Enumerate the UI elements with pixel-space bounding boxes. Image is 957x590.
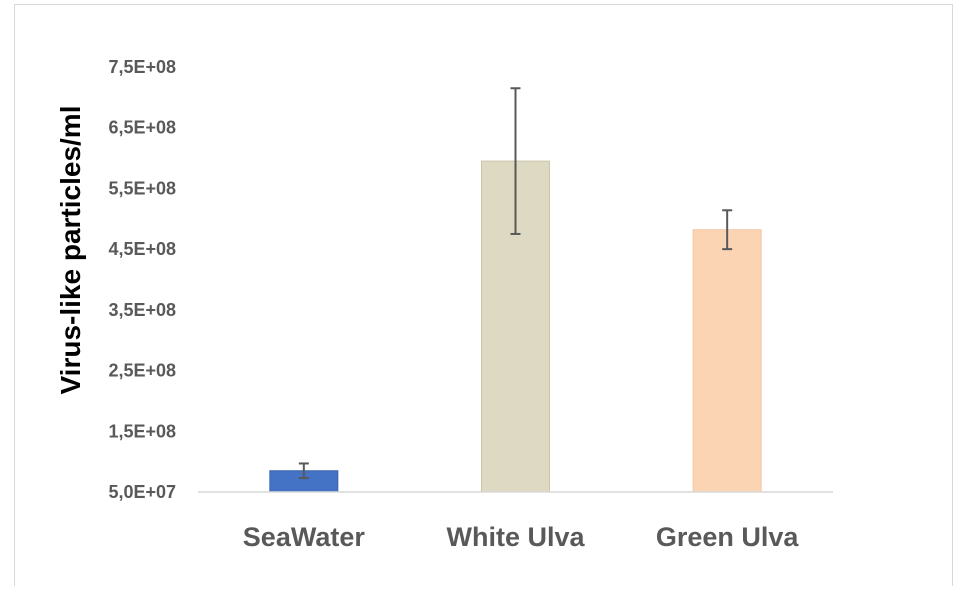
y-tick-label: 1,5E+08 xyxy=(108,421,176,441)
x-axis-labels: SeaWater White Ulva Green Ulva xyxy=(243,522,800,552)
y-tick-label: 4,5E+08 xyxy=(108,239,176,259)
x-category-label: SeaWater xyxy=(243,522,366,552)
y-tick-label: 6,5E+08 xyxy=(108,118,176,138)
bar-green-ulva xyxy=(692,229,762,493)
error-bars xyxy=(298,87,733,480)
y-tick-label: 2,5E+08 xyxy=(108,361,176,381)
x-category-label: Green Ulva xyxy=(656,522,800,552)
y-axis-title: Virus-like particles/ml xyxy=(55,106,86,395)
error-bar-seawater xyxy=(298,462,309,480)
x-category-label: White Ulva xyxy=(446,522,585,552)
y-tick-label: 3,5E+08 xyxy=(108,300,176,320)
error-bar-green-ulva xyxy=(722,209,733,251)
y-tick-label: 7,5E+08 xyxy=(108,57,176,77)
y-axis-ticks: 5,0E+07 1,5E+08 2,5E+08 3,5E+08 4,5E+08 5,5E+… xyxy=(108,57,176,502)
error-bar-white-ulva xyxy=(510,87,521,235)
y-tick-label: 5,5E+08 xyxy=(108,178,176,198)
y-tick-label: 5,0E+07 xyxy=(108,482,176,502)
chart-frame xyxy=(14,4,953,586)
